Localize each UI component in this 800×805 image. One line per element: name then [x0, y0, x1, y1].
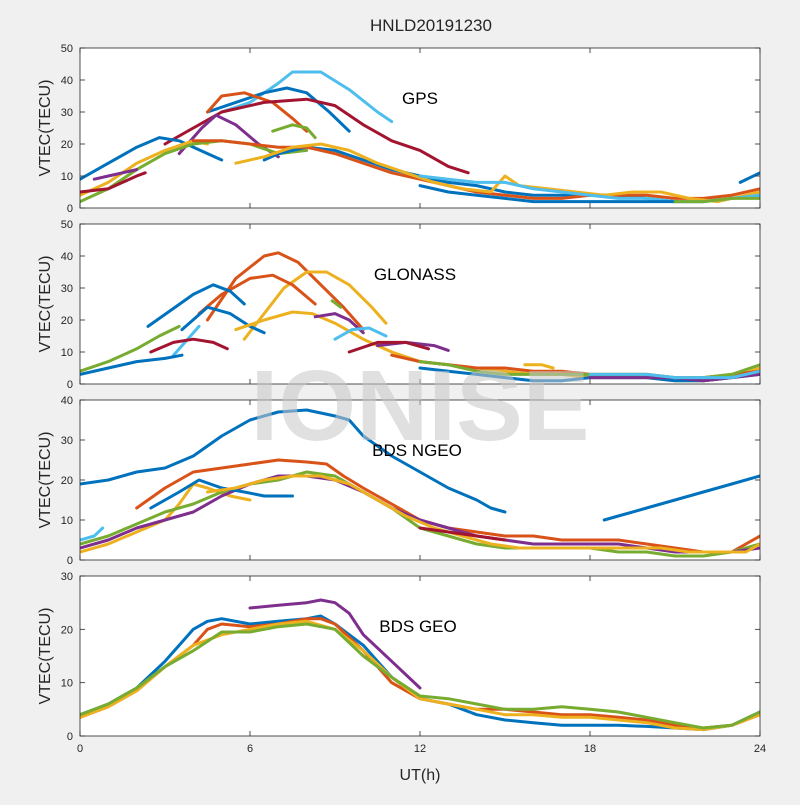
panel-bds-geo: 0 10 20 30 0 6 12 18 24 VTEC(TECU) BDS GEO — [37, 571, 766, 755]
y-tick-label: 10 — [61, 347, 73, 359]
series-line — [80, 324, 181, 373]
series-line — [588, 369, 760, 380]
series-line — [330, 299, 343, 309]
series-line — [347, 340, 430, 354]
series-line — [673, 196, 760, 204]
plot-area — [80, 224, 760, 384]
y-axis-label: VTEC(TECU) — [37, 256, 54, 353]
series-line — [92, 168, 139, 181]
series-line — [376, 340, 450, 352]
series-line — [220, 70, 394, 124]
series-line — [191, 139, 760, 200]
y-axis-label: VTEC(TECU) — [37, 432, 54, 529]
y-tick-label: 20 — [61, 139, 73, 151]
series-line — [80, 614, 760, 732]
series-line — [80, 353, 184, 376]
y-tick-label: 30 — [61, 107, 73, 119]
series-line — [80, 139, 309, 204]
plot-area — [80, 576, 760, 736]
series-line — [180, 305, 266, 335]
series-line — [80, 622, 760, 730]
series-line — [206, 91, 309, 133]
series-line — [149, 478, 294, 510]
y-tick-label: 20 — [61, 315, 73, 327]
series-line — [523, 363, 555, 370]
series-line — [80, 617, 760, 730]
chart-title: HNLD20191230 — [370, 16, 492, 35]
x-tick-label: 18 — [584, 743, 596, 755]
series-line — [197, 273, 317, 316]
series-line — [80, 408, 507, 514]
series-line — [271, 123, 317, 140]
x-tick-label: 0 — [77, 743, 83, 755]
y-tick-label: 0 — [67, 731, 73, 743]
series-line — [80, 619, 760, 732]
y-tick-label: 30 — [61, 283, 73, 295]
panel-glonass: 0 10 20 30 40 50 VTEC(TECU) GLONASS — [37, 219, 761, 391]
series-line — [146, 283, 246, 328]
y-axis-label: VTEC(TECU) — [37, 80, 54, 177]
y-tick-label: 10 — [61, 171, 73, 183]
y-tick-label: 40 — [61, 75, 73, 87]
watermark: IONISE — [251, 350, 590, 462]
series-line — [738, 171, 760, 184]
series-line — [333, 326, 388, 341]
panel-label: BDS NGEO — [372, 441, 462, 460]
y-tick-label: 30 — [61, 435, 73, 447]
panel-label: BDS GEO — [379, 617, 456, 636]
y-tick-label: 10 — [61, 678, 73, 690]
series-line — [80, 482, 252, 554]
y-tick-label: 10 — [61, 515, 73, 527]
panel-label: GLONASS — [374, 265, 456, 284]
y-tick-label: 30 — [61, 571, 73, 583]
x-tick-label: 12 — [414, 743, 426, 755]
series-line — [418, 526, 507, 542]
plot-area — [80, 48, 760, 208]
y-tick-label: 40 — [61, 395, 73, 407]
x-tick-label: 6 — [247, 743, 253, 755]
y-tick-label: 20 — [61, 624, 73, 636]
x-tick-label: 24 — [754, 743, 766, 755]
y-tick-label: 0 — [67, 555, 73, 567]
series-line — [149, 337, 229, 354]
series-line — [418, 184, 677, 204]
series-line — [248, 598, 422, 690]
y-tick-label: 40 — [61, 251, 73, 263]
series-line — [206, 86, 351, 133]
y-tick-label: 20 — [61, 475, 73, 487]
series-line — [80, 136, 224, 181]
y-axis-label: VTEC(TECU) — [37, 608, 54, 705]
y-tick-label: 0 — [67, 379, 73, 391]
panel-label: GPS — [402, 89, 438, 108]
series-line — [80, 171, 147, 194]
series-line — [313, 312, 365, 335]
y-tick-label: 50 — [61, 43, 73, 55]
panel-gps: 0 10 20 30 40 50 VTEC(TECU) GPS — [37, 43, 761, 215]
y-tick-label: 0 — [67, 203, 73, 215]
series-line — [206, 474, 760, 554]
series-line — [602, 474, 760, 522]
series-line — [234, 142, 760, 204]
panel-bds-ngeo: 0 10 20 30 40 VTEC(TECU) BDS NGEO — [37, 395, 761, 567]
series-line — [206, 251, 365, 332]
series-line — [80, 526, 105, 542]
y-tick-label: 50 — [61, 219, 73, 231]
x-axis-label: UT(h) — [400, 767, 441, 784]
plot-area — [80, 400, 760, 560]
series-line — [242, 270, 388, 341]
